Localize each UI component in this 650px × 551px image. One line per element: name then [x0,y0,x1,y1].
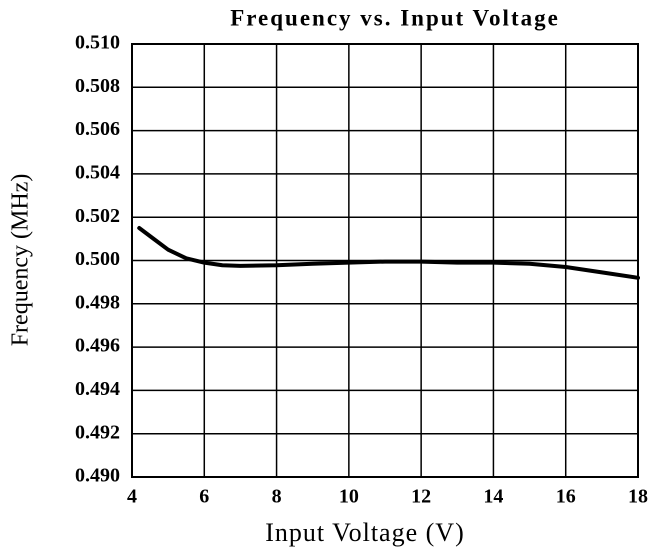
x-axis-label: Input Voltage (V) [265,518,464,547]
y-tick-label: 0.496 [75,335,120,357]
x-tick-label: 16 [556,486,576,508]
x-tick-label: 8 [272,486,282,508]
x-tick-label: 14 [483,486,503,508]
y-tick-label: 0.498 [75,291,120,313]
y-tick-label: 0.502 [75,205,120,227]
x-tick-label: 4 [127,486,137,508]
y-tick-label: 0.508 [75,75,120,97]
y-tick-label: 0.490 [75,465,120,487]
plot-frame [131,43,639,478]
y-tick-label: 0.500 [75,248,120,270]
x-tick-label: 10 [339,486,359,508]
y-axis-label: Frequency (MHz) [8,174,34,347]
y-tick-label: 0.492 [75,421,120,443]
x-tick-label: 12 [411,486,431,508]
x-tick-label: 6 [199,486,209,508]
line [137,226,640,280]
y-tick-label: 0.494 [75,378,120,400]
chart-title: Frequency vs. Input Voltage [230,5,560,30]
y-tick-label: 0.506 [75,118,120,140]
x-tick-label: 18 [628,486,648,508]
y-tick-label: 0.504 [75,161,120,183]
y-tick-label: 0.510 [75,32,120,54]
